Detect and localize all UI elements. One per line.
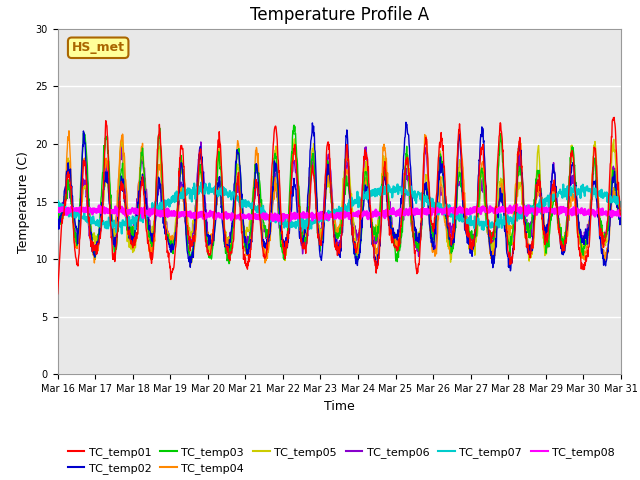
TC_temp05 <box>118 135 126 141</box>
TC_temp02 <box>179 171 187 177</box>
TC_temp07 <box>197 180 205 185</box>
TC_temp08 <box>427 206 435 212</box>
TC_temp06 <box>415 253 422 259</box>
TC_temp05 <box>179 168 187 174</box>
TC_temp08 <box>278 218 286 224</box>
TC_temp06 <box>243 235 250 241</box>
TC_temp03 <box>165 237 173 243</box>
TC_temp06 <box>428 229 435 235</box>
TC_temp08 <box>165 212 173 217</box>
TC_temp01 <box>611 115 618 120</box>
TC_temp08 <box>500 209 508 215</box>
TC_temp07 <box>428 199 435 204</box>
TC_temp05 <box>447 259 454 265</box>
TC_temp04 <box>617 217 625 223</box>
TC_temp04 <box>65 128 73 134</box>
TC_temp04 <box>186 264 194 269</box>
TC_temp06 <box>501 210 509 216</box>
TC_temp03 <box>179 166 187 172</box>
TC_temp07 <box>501 218 509 224</box>
TC_temp07 <box>166 204 173 209</box>
TC_temp06 <box>54 219 61 225</box>
Line: TC_temp02: TC_temp02 <box>58 122 621 271</box>
TC_temp06 <box>197 139 205 145</box>
Legend: TC_temp01, TC_temp02, TC_temp03, TC_temp04, TC_temp05, TC_temp06, TC_temp07, TC_: TC_temp01, TC_temp02, TC_temp03, TC_temp… <box>63 442 620 479</box>
TC_temp07 <box>179 185 187 191</box>
TC_temp01 <box>550 185 557 191</box>
TC_temp05 <box>54 221 61 227</box>
TC_temp02 <box>402 120 410 125</box>
TC_temp01 <box>165 260 173 265</box>
TC_temp08 <box>54 209 61 215</box>
TC_temp04 <box>551 192 559 198</box>
TC_temp07 <box>118 231 125 237</box>
TC_temp04 <box>54 218 61 224</box>
TC_temp05 <box>617 214 625 219</box>
TC_temp05 <box>551 190 559 195</box>
TC_temp02 <box>427 231 435 237</box>
Y-axis label: Temperature (C): Temperature (C) <box>17 151 30 252</box>
TC_temp03 <box>225 261 233 266</box>
TC_temp05 <box>501 211 509 217</box>
TC_temp04 <box>166 238 173 243</box>
TC_temp01 <box>179 145 187 151</box>
TC_temp03 <box>290 122 298 128</box>
TC_temp04 <box>179 199 187 204</box>
TC_temp07 <box>551 192 559 197</box>
TC_temp03 <box>501 200 509 206</box>
Line: TC_temp03: TC_temp03 <box>58 125 621 264</box>
Line: TC_temp07: TC_temp07 <box>58 182 621 234</box>
Line: TC_temp05: TC_temp05 <box>58 138 621 262</box>
TC_temp01 <box>242 263 250 268</box>
TC_temp07 <box>617 204 625 209</box>
TC_temp03 <box>551 198 559 204</box>
TC_temp06 <box>179 183 187 189</box>
TC_temp08 <box>179 212 187 218</box>
TC_temp04 <box>428 238 435 244</box>
TC_temp05 <box>243 227 250 233</box>
Line: TC_temp06: TC_temp06 <box>58 142 621 256</box>
TC_temp02 <box>54 216 61 222</box>
Line: TC_temp04: TC_temp04 <box>58 131 621 266</box>
TC_temp02 <box>617 216 625 221</box>
Text: HS_met: HS_met <box>72 41 125 54</box>
TC_temp04 <box>501 209 509 215</box>
Title: Temperature Profile A: Temperature Profile A <box>250 6 429 24</box>
TC_temp07 <box>54 200 61 205</box>
Line: TC_temp01: TC_temp01 <box>58 118 621 294</box>
TC_temp04 <box>243 250 250 255</box>
TC_temp06 <box>165 232 173 238</box>
TC_temp08 <box>513 202 520 207</box>
X-axis label: Time: Time <box>324 400 355 413</box>
TC_temp02 <box>165 241 173 247</box>
TC_temp01 <box>427 212 435 218</box>
Line: TC_temp08: TC_temp08 <box>58 204 621 221</box>
TC_temp06 <box>617 211 625 217</box>
TC_temp08 <box>617 212 625 218</box>
TC_temp03 <box>243 247 250 253</box>
TC_temp02 <box>551 170 559 176</box>
TC_temp02 <box>242 240 250 245</box>
TC_temp02 <box>507 268 515 274</box>
TC_temp03 <box>617 212 625 218</box>
TC_temp05 <box>427 222 435 228</box>
TC_temp08 <box>242 215 250 220</box>
TC_temp01 <box>54 291 61 297</box>
TC_temp01 <box>500 177 508 183</box>
TC_temp01 <box>617 212 625 217</box>
TC_temp02 <box>500 228 508 233</box>
TC_temp05 <box>166 238 173 243</box>
TC_temp03 <box>428 229 435 235</box>
TC_temp06 <box>551 169 559 175</box>
TC_temp08 <box>551 211 559 216</box>
TC_temp07 <box>243 204 250 209</box>
TC_temp03 <box>54 220 61 226</box>
